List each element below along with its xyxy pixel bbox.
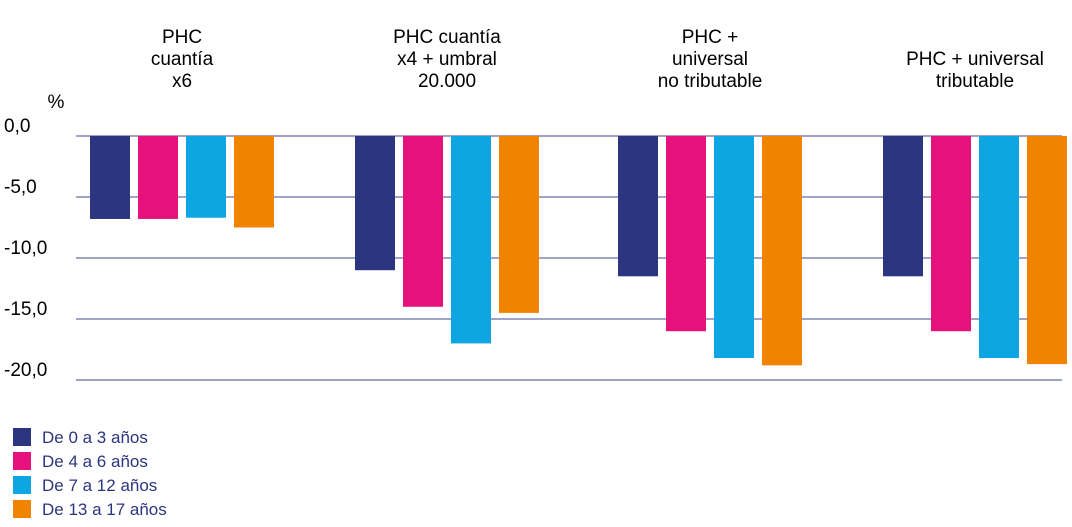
bar	[1027, 136, 1067, 365]
category-label-line: universal	[672, 49, 748, 70]
category-label: PHC cuantía x6	[151, 27, 214, 92]
category-label-line: PHC +	[682, 27, 739, 48]
legend-label: De 7 a 12 años	[42, 476, 157, 495]
category-label-line: no tributable	[658, 71, 763, 92]
legend-label: De 13 a 17 años	[42, 500, 167, 519]
bar	[666, 136, 706, 332]
category-label-line: PHC	[162, 27, 202, 48]
legend-swatch	[13, 476, 31, 494]
y-tick-labels: 0,0 -5,0 -10,0 -15,0 -20,0	[4, 116, 47, 381]
category-label: PHC + universal tributable	[906, 49, 1044, 92]
bar	[138, 136, 178, 219]
bar	[355, 136, 395, 271]
legend-label: De 0 a 3 años	[42, 428, 148, 447]
bars	[90, 136, 1067, 366]
y-tick-label: -20,0	[4, 360, 47, 381]
legend-swatch	[13, 428, 31, 446]
legend-swatch	[13, 452, 31, 470]
category-label: PHC cuantía x4 + umbral 20.000	[393, 27, 501, 92]
bar	[90, 136, 130, 219]
y-unit-label: %	[48, 92, 65, 113]
category-label-line: x4 + umbral	[397, 49, 497, 70]
bar	[499, 136, 539, 313]
category-label: PHC + universal no tributable	[658, 27, 763, 92]
category-label-line: tributable	[936, 71, 1014, 92]
bar	[931, 136, 971, 332]
category-label-line: PHC + universal	[906, 49, 1044, 70]
bar	[186, 136, 226, 218]
category-label-line: 20.000	[418, 71, 476, 92]
bar	[762, 136, 802, 366]
y-tick-label: -5,0	[4, 177, 37, 198]
bar	[883, 136, 923, 277]
legend-label: De 4 a 6 años	[42, 452, 148, 471]
bar	[979, 136, 1019, 359]
y-tick-label: -10,0	[4, 238, 47, 259]
y-tick-label: 0,0	[4, 116, 30, 137]
category-label-line: cuantía	[151, 49, 214, 70]
category-label-line: PHC cuantía	[393, 27, 501, 48]
y-tick-label: -15,0	[4, 299, 47, 320]
bar	[714, 136, 754, 359]
legend-swatch	[13, 500, 31, 518]
bar	[403, 136, 443, 307]
bar	[234, 136, 274, 228]
bar	[618, 136, 658, 277]
legend: De 0 a 3 años De 4 a 6 años De 7 a 12 años…	[13, 428, 167, 519]
category-label-line: x6	[172, 71, 192, 92]
bar	[451, 136, 491, 344]
